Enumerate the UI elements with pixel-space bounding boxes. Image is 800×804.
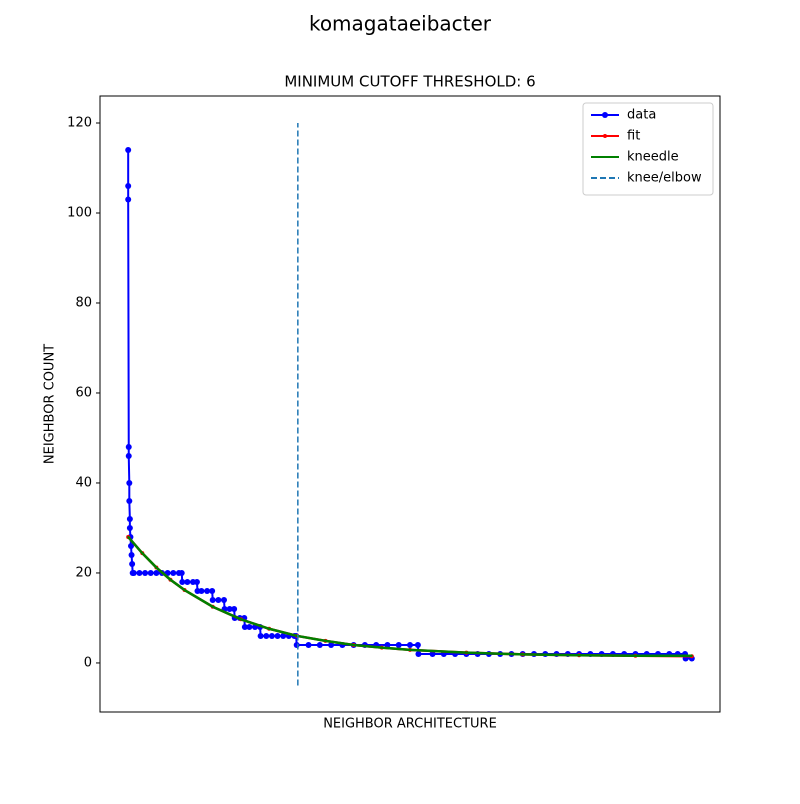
data-point xyxy=(170,569,177,576)
data-point xyxy=(231,605,238,612)
legend-label: knee/elbow xyxy=(627,171,702,186)
data-point xyxy=(634,654,637,657)
data-point xyxy=(407,641,413,648)
legend-marker xyxy=(604,156,606,158)
data-point xyxy=(429,650,436,657)
data-point xyxy=(415,650,422,657)
y-tick-label: 20 xyxy=(75,565,92,580)
chart-title: MINIMUM CUTOFF THRESHOLD: 6 xyxy=(284,73,535,91)
data-point xyxy=(384,641,391,648)
data-point xyxy=(226,605,233,612)
data-point xyxy=(126,497,133,504)
legend-label: fit xyxy=(627,129,640,144)
legend-label: data xyxy=(627,108,656,123)
data-point xyxy=(130,569,137,576)
data-point xyxy=(246,623,253,630)
data-point xyxy=(127,535,130,538)
data-point xyxy=(409,648,411,651)
suptitle: komagataeibacter xyxy=(309,12,492,36)
data-point xyxy=(465,651,468,654)
data-point xyxy=(125,452,132,459)
data-point xyxy=(209,596,216,603)
data-point xyxy=(142,569,149,576)
data-point xyxy=(221,596,227,603)
legend-marker xyxy=(603,134,607,138)
y-tick-label: 80 xyxy=(75,295,92,310)
data-point xyxy=(125,182,132,189)
x-axis-label: NEIGHBOR ARCHITECTURE xyxy=(323,717,497,732)
data-point xyxy=(155,566,158,569)
legend-label: kneedle xyxy=(627,150,679,165)
data-point xyxy=(239,618,242,621)
data-point xyxy=(274,632,281,639)
data-point xyxy=(211,605,214,608)
y-tick-label: 100 xyxy=(67,205,92,220)
y-tick-label: 60 xyxy=(75,385,92,400)
data-point xyxy=(215,596,222,603)
data-point xyxy=(204,587,211,594)
data-point xyxy=(380,646,383,649)
series-line xyxy=(127,536,692,658)
data-point xyxy=(263,632,270,639)
data-point xyxy=(209,587,216,594)
y-tick-label: 120 xyxy=(67,115,92,130)
data-point xyxy=(141,552,144,555)
data-point xyxy=(328,641,335,648)
y-tick-label: 0 xyxy=(84,655,92,670)
data-point xyxy=(128,542,134,549)
data-point xyxy=(128,551,135,558)
data-point xyxy=(257,632,264,639)
data-point xyxy=(293,641,300,648)
data-point xyxy=(521,653,524,656)
data-point xyxy=(414,641,421,648)
data-point xyxy=(178,569,185,576)
data-point xyxy=(136,569,143,576)
legend-box xyxy=(582,102,714,196)
data-point xyxy=(126,479,133,486)
y-tick-label: 40 xyxy=(75,475,92,490)
data-point xyxy=(184,578,191,585)
data-point xyxy=(305,641,312,648)
data-point xyxy=(183,589,186,592)
data-point xyxy=(268,632,275,639)
data-point xyxy=(280,632,287,639)
data-point xyxy=(324,639,327,642)
data-point xyxy=(193,578,200,585)
data-point xyxy=(690,654,693,657)
legend-marker xyxy=(602,112,608,118)
data-point xyxy=(578,654,581,657)
data-point xyxy=(153,569,160,576)
data-point xyxy=(316,641,323,648)
data-point xyxy=(241,623,248,630)
data-point xyxy=(125,146,132,153)
axes-frame xyxy=(99,95,721,713)
data-point xyxy=(129,560,136,567)
data-point xyxy=(179,578,186,585)
data-point xyxy=(125,443,132,450)
data-point xyxy=(395,641,402,648)
data-point xyxy=(126,515,133,522)
data-point xyxy=(352,643,355,646)
plot-area xyxy=(125,122,695,686)
data-point xyxy=(147,569,154,576)
data-point xyxy=(268,627,271,630)
data-point xyxy=(198,587,205,594)
y-axis-label: NEIGHBOR COUNT xyxy=(43,344,58,464)
data-point xyxy=(169,578,172,581)
data-point xyxy=(126,524,133,531)
data-point xyxy=(125,196,132,203)
